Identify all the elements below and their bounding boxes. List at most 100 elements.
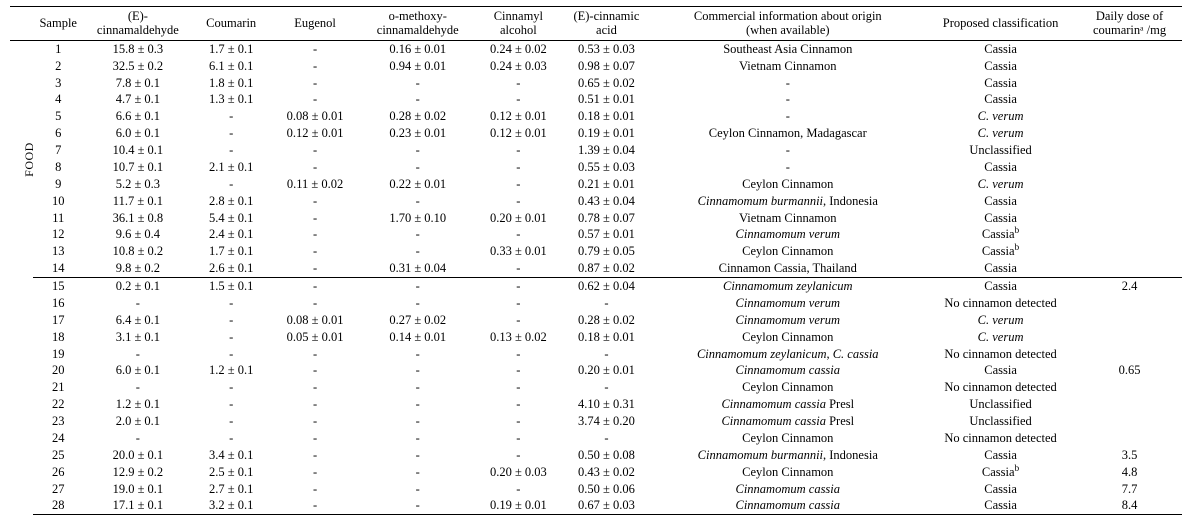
cell: 6.6 ± 0.1 bbox=[83, 108, 192, 125]
cell: 0.78 ± 0.07 bbox=[561, 210, 651, 227]
cell: - bbox=[192, 329, 270, 346]
cell: - bbox=[360, 278, 475, 295]
cell: 0.20 ± 0.03 bbox=[475, 464, 561, 481]
cell: - bbox=[360, 295, 475, 312]
cell: - bbox=[192, 142, 270, 159]
cell: Cassia bbox=[924, 40, 1077, 57]
table-row: 2719.0 ± 0.12.7 ± 0.1---0.50 ± 0.06Cinna… bbox=[10, 481, 1182, 498]
cell: C. verum bbox=[924, 176, 1077, 193]
cell bbox=[1077, 430, 1182, 447]
cell: 0.79 ± 0.05 bbox=[561, 243, 651, 260]
cell: - bbox=[270, 193, 360, 210]
cell: 21 bbox=[33, 379, 83, 396]
table-row: 56.6 ± 0.1-0.08 ± 0.010.28 ± 0.020.12 ± … bbox=[10, 108, 1182, 125]
col-cinnamic: (E)-cinnamicacid bbox=[561, 7, 651, 41]
cell: 9 bbox=[33, 176, 83, 193]
cell bbox=[1077, 312, 1182, 329]
cell: 0.16 ± 0.01 bbox=[360, 40, 475, 57]
cell: 6.0 ± 0.1 bbox=[83, 362, 192, 379]
cell: - bbox=[561, 430, 651, 447]
cell: - bbox=[475, 260, 561, 277]
cell: 2 bbox=[33, 58, 83, 75]
cell: No cinnamon detected bbox=[924, 295, 1077, 312]
cell: - bbox=[270, 210, 360, 227]
cell: - bbox=[475, 295, 561, 312]
cell: 15.8 ± 0.3 bbox=[83, 40, 192, 57]
cell bbox=[1077, 329, 1182, 346]
cell: C. verum bbox=[924, 108, 1077, 125]
cell: Vietnam Cinnamon bbox=[652, 210, 925, 227]
cell: - bbox=[270, 497, 360, 514]
cell: - bbox=[475, 91, 561, 108]
cell bbox=[1077, 108, 1182, 125]
cell: 15 bbox=[33, 278, 83, 295]
cell: 1.7 ± 0.1 bbox=[192, 243, 270, 260]
cell: 23 bbox=[33, 413, 83, 430]
cell: - bbox=[83, 295, 192, 312]
cell: 9.6 ± 0.4 bbox=[83, 226, 192, 243]
cell: - bbox=[360, 226, 475, 243]
cell: 13 bbox=[33, 243, 83, 260]
cell: 1.2 ± 0.1 bbox=[192, 362, 270, 379]
cell: Ceylon Cinnamon bbox=[652, 176, 925, 193]
cell: Unclassified bbox=[924, 396, 1077, 413]
cell: 6.1 ± 0.1 bbox=[192, 58, 270, 75]
cell: Cinnamomum burmannii, Indonesia bbox=[652, 447, 925, 464]
cell: 0.22 ± 0.01 bbox=[360, 176, 475, 193]
cell: 27 bbox=[33, 481, 83, 498]
cell: - bbox=[192, 295, 270, 312]
cell: Cassia bbox=[924, 497, 1077, 514]
cell: 0.23 ± 0.01 bbox=[360, 125, 475, 142]
cell: - bbox=[270, 243, 360, 260]
cell: 32.5 ± 0.2 bbox=[83, 58, 192, 75]
cell bbox=[1077, 379, 1182, 396]
cell: Cassia bbox=[924, 260, 1077, 277]
cell: 4.7 ± 0.1 bbox=[83, 91, 192, 108]
cell: Cinnamomum cassia bbox=[652, 481, 925, 498]
cell: - bbox=[475, 226, 561, 243]
cell: 0.24 ± 0.02 bbox=[475, 40, 561, 57]
cell: - bbox=[270, 295, 360, 312]
cell: 2.0 ± 0.1 bbox=[83, 413, 192, 430]
table-row: 232.5 ± 0.26.1 ± 0.1-0.94 ± 0.010.24 ± 0… bbox=[10, 58, 1182, 75]
cell: Ceylon Cinnamon, Madagascar bbox=[652, 125, 925, 142]
cell: - bbox=[360, 193, 475, 210]
cell: Cassiab bbox=[924, 243, 1077, 260]
cell: C. verum bbox=[924, 125, 1077, 142]
cell: 0.14 ± 0.01 bbox=[360, 329, 475, 346]
cell: - bbox=[270, 159, 360, 176]
cell: 5.2 ± 0.3 bbox=[83, 176, 192, 193]
cell: - bbox=[475, 75, 561, 92]
cell: - bbox=[192, 430, 270, 447]
cell: 6.4 ± 0.1 bbox=[83, 312, 192, 329]
cell: 0.12 ± 0.01 bbox=[475, 108, 561, 125]
cell: 0.08 ± 0.01 bbox=[270, 108, 360, 125]
cell: - bbox=[475, 278, 561, 295]
cell: - bbox=[270, 40, 360, 57]
table-row: 2520.0 ± 0.13.4 ± 0.1---0.50 ± 0.08Cinna… bbox=[10, 447, 1182, 464]
cell: 2.6 ± 0.1 bbox=[192, 260, 270, 277]
cell: 2.8 ± 0.1 bbox=[192, 193, 270, 210]
cell: 0.55 ± 0.03 bbox=[561, 159, 651, 176]
cell: 5 bbox=[33, 108, 83, 125]
col-classification: Proposed classification bbox=[924, 7, 1077, 41]
cell: - bbox=[270, 346, 360, 363]
cell: - bbox=[360, 243, 475, 260]
cell: Cinnamon Cassia, Thailand bbox=[652, 260, 925, 277]
cell: - bbox=[652, 142, 925, 159]
col-omethoxy: o-methoxy-cinnamaldehyde bbox=[360, 7, 475, 41]
cell: 0.20 ± 0.01 bbox=[475, 210, 561, 227]
cell: 0.57 ± 0.01 bbox=[561, 226, 651, 243]
cell: 0.18 ± 0.01 bbox=[561, 329, 651, 346]
cell: - bbox=[561, 346, 651, 363]
cell: Cassiab bbox=[924, 226, 1077, 243]
cell: - bbox=[475, 413, 561, 430]
cell: 2.4 ± 0.1 bbox=[192, 226, 270, 243]
cell: 1.2 ± 0.1 bbox=[83, 396, 192, 413]
cell: - bbox=[360, 91, 475, 108]
cell: - bbox=[270, 142, 360, 159]
cell: Cinnamomum cassia Presl bbox=[652, 396, 925, 413]
cell: Ceylon Cinnamon bbox=[652, 379, 925, 396]
cell: - bbox=[561, 295, 651, 312]
cell: 7 bbox=[33, 142, 83, 159]
